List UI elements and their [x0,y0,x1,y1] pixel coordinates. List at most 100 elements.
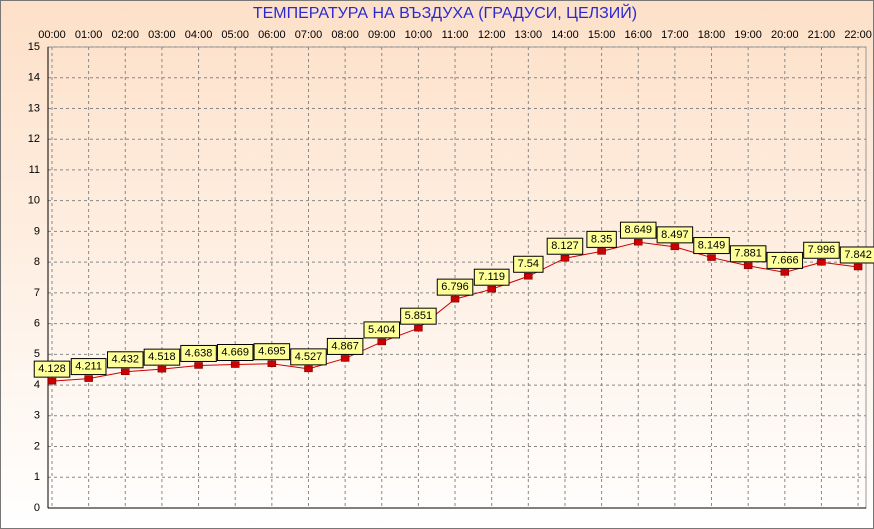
data-label: 7.842 [844,249,872,261]
marker [414,324,423,332]
data-label-box [766,251,804,269]
data-label: 4.211 [75,360,102,372]
y-tick-label: 10 [28,195,40,207]
marker [743,262,753,270]
x-tick-label: 01:00 [75,29,103,41]
x-tick-label: 09:00 [368,29,396,41]
y-tick-label: 0 [34,502,40,514]
marker [121,368,130,376]
data-label: 4.638 [185,347,213,359]
y-tick-label: 7 [34,287,40,299]
x-tick-label: 08:00 [331,29,359,41]
data-label: 4.867 [331,340,359,352]
data-label: 7.119 [478,271,505,283]
marker [670,243,680,251]
marker [524,273,533,280]
y-tick-label: 11 [29,164,40,176]
marker [267,360,277,367]
data-label-box [33,360,71,378]
data-label-box [546,237,584,255]
x-tick-label: 05:00 [221,29,249,41]
data-label: 4.669 [221,346,249,358]
data-label-box [363,321,401,339]
y-tick-label: 6 [34,318,40,330]
marker [47,377,57,385]
x-tick-label: 19:00 [734,29,762,41]
y-tick-label: 15 [28,41,40,53]
data-label: 8.649 [624,224,652,236]
y-tick-label: 14 [28,72,40,84]
y-tick-label: 8 [34,256,40,268]
data-label-box [839,246,874,264]
data-label: 7.666 [771,254,799,266]
x-tick-label: 07:00 [295,29,323,41]
chart-title: ТЕМПЕРАТУРА НА ВЪЗДУХА (ГРАДУСИ, ЦЕЛЗИЙ) [253,3,637,22]
marker [304,365,313,373]
marker [560,254,570,262]
marker [230,361,240,368]
x-tick-label: 21:00 [808,29,836,41]
data-label: 4.695 [258,346,286,358]
x-tick-label: 02:00 [112,29,140,41]
data-label-box [400,307,437,325]
x-tick-label: 15:00 [588,29,616,41]
marker [377,338,387,346]
data-label-box [326,337,364,355]
data-label-box [216,344,254,362]
data-label: 4.518 [148,351,176,363]
y-tick-label: 5 [34,348,40,360]
data-label-box [473,268,510,286]
x-tick-label: 10:00 [405,29,433,41]
y-tick-label: 12 [28,133,40,145]
marker [780,269,790,276]
data-label-box [693,237,730,255]
x-tick-label: 03:00 [148,29,176,41]
y-tick-label: 1 [34,471,40,483]
data-label-box [656,226,694,244]
data-label-box [290,348,327,366]
data-label-box [803,241,840,259]
data-label-box [619,221,657,239]
data-label-box [513,255,544,273]
x-tick-label: 04:00 [185,29,213,41]
x-tick-label: 16:00 [624,29,652,41]
data-label: 5.851 [405,310,433,322]
x-tick-label: 22:00 [844,29,872,41]
marker [340,355,350,362]
data-label-box [729,245,767,263]
x-tick-label: 20:00 [771,29,799,41]
x-tick-label: 17:00 [661,29,689,41]
data-label: 7.996 [808,244,836,256]
data-label: 8.35 [591,233,612,245]
marker [597,248,606,255]
data-label: 6.796 [441,281,469,293]
data-label: 4.128 [38,363,66,375]
data-label-box [586,230,617,248]
data-label: 7.54 [518,258,539,270]
marker [194,362,203,369]
marker [487,285,496,293]
marker [707,254,716,261]
x-tick-label: 06:00 [258,29,286,41]
marker [84,375,93,382]
x-tick-label: 13:00 [515,29,543,41]
data-label: 4.432 [112,354,140,366]
data-label-box [107,351,144,369]
data-label: 8.149 [698,239,726,251]
data-label-box [143,348,181,366]
y-tick-label: 3 [34,410,40,422]
data-label: 5.404 [368,324,396,336]
x-tick-label: 00:00 [38,29,66,41]
data-label-box [180,344,217,362]
y-tick-label: 4 [34,379,40,391]
data-label: 7.881 [734,248,762,260]
x-tick-label: 18:00 [698,29,726,41]
y-tick-label: 2 [34,440,40,452]
marker [450,295,460,303]
data-label: 8.497 [661,229,689,241]
x-tick-label: 11:00 [442,29,469,41]
data-label-box [436,278,474,296]
data-label-box [70,358,107,376]
